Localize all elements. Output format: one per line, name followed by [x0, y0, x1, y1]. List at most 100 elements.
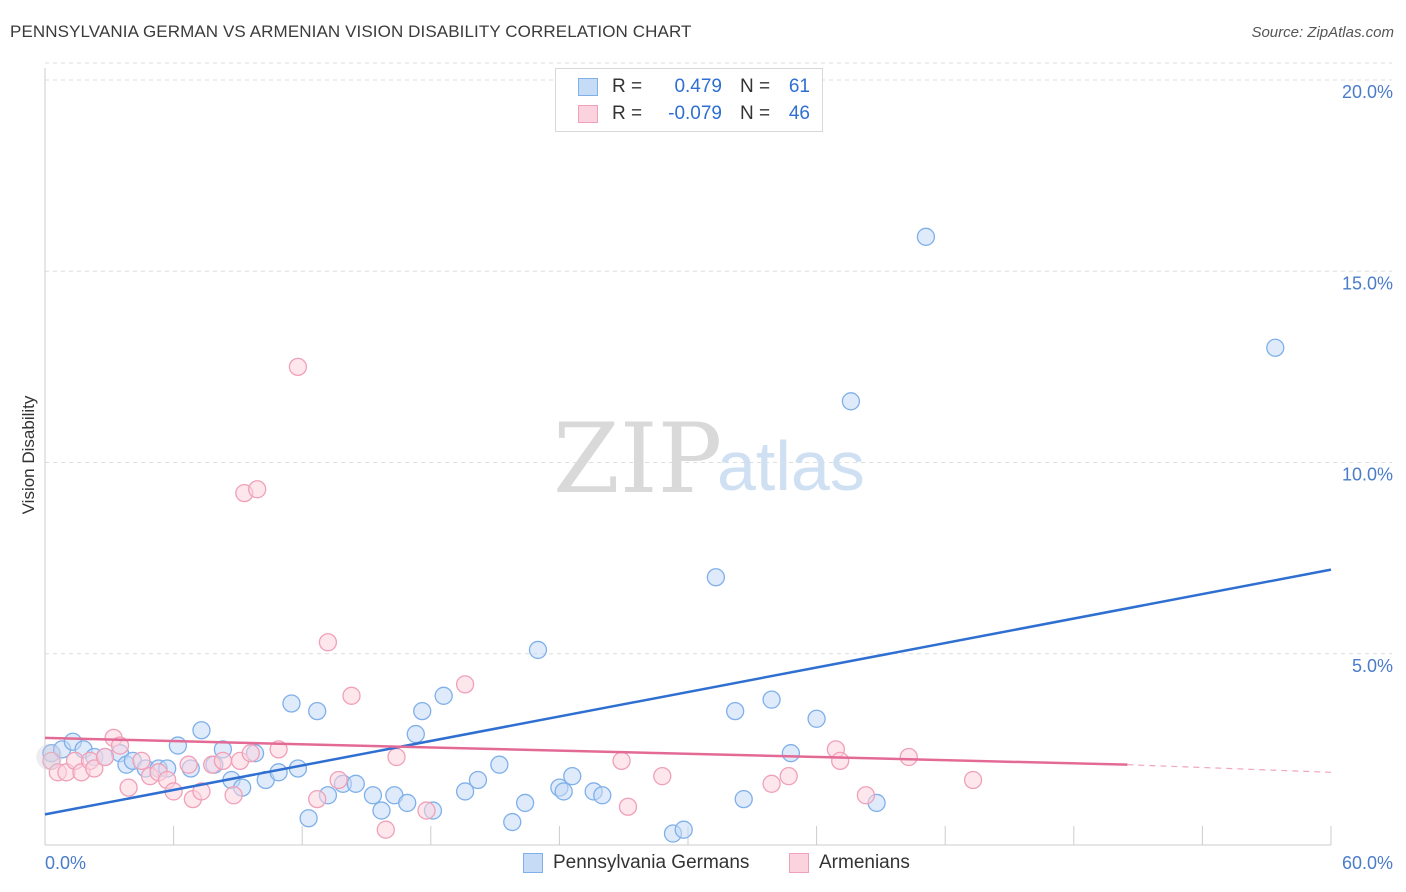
point-armenians [132, 751, 151, 770]
point-pennsylvania-germans [363, 786, 383, 805]
point-pennsylvania-germans [841, 392, 861, 411]
point-pennsylvania-germans [734, 789, 753, 809]
y-tick-label: 15.0% [1342, 273, 1393, 293]
legend-swatch-blue [578, 78, 598, 96]
point-armenians [329, 770, 348, 790]
legend-swatch-pink [789, 853, 809, 873]
stats-legend: R = 0.479 N = 61 R = -0.079 N = 46 [555, 68, 823, 132]
point-armenians [856, 786, 876, 805]
point-armenians [417, 801, 436, 820]
legend-item-pennsylvania-germans[interactable]: Pennsylvania Germans [523, 852, 749, 874]
legend-r-value: -0.079 [668, 103, 722, 124]
point-armenians [342, 686, 361, 705]
x-tick-label: 60.0% [1342, 853, 1393, 873]
point-pennsylvania-germans [346, 774, 365, 793]
point-pennsylvania-germans [554, 782, 573, 801]
y-tick-label: 10.0% [1342, 465, 1393, 485]
trend-line-pennsylvania-germans [44, 568, 1332, 816]
point-armenians [192, 782, 211, 801]
point-armenians [653, 767, 672, 786]
point-pennsylvania-germans [528, 640, 548, 660]
point-armenians [831, 751, 850, 770]
point-pennsylvania-germans [490, 755, 509, 774]
point-armenians [612, 751, 631, 770]
point-pennsylvania-germans [706, 568, 726, 587]
point-pennsylvania-germans [781, 744, 801, 763]
tick-labels: 5.0% 10.0% 15.0% 20.0% 0.0% 60.0% [45, 82, 1393, 873]
x-tick-label: 0.0% [45, 853, 86, 873]
point-armenians [288, 357, 308, 377]
point-armenians [618, 797, 638, 816]
legend-swatch-pink [578, 105, 598, 123]
point-armenians [963, 770, 983, 790]
y-tick-label: 20.0% [1342, 82, 1393, 102]
trend-lines [44, 568, 1332, 816]
watermark-atlas: atlas [717, 427, 865, 505]
point-armenians [376, 820, 395, 839]
point-pennsylvania-germans [282, 694, 301, 713]
point-pennsylvania-germans [168, 736, 188, 755]
point-pennsylvania-germans [674, 820, 693, 839]
point-armenians [85, 759, 104, 778]
point-armenians [213, 751, 233, 770]
point-armenians [762, 774, 781, 793]
legend-n-value: 61 [788, 76, 810, 97]
point-pennsylvania-germans [916, 227, 936, 246]
point-pennsylvania-germans [563, 767, 582, 786]
legend-row-pennsylvania-germans: R = 0.479 N = 61 [578, 75, 810, 99]
legend-item-armenians[interactable]: Armenians [789, 852, 910, 874]
chart-title: PENNSYLVANIA GERMAN VS ARMENIAN VISION D… [10, 22, 692, 41]
point-armenians [241, 744, 260, 763]
source-label: Source: ZipAtlas.com [1251, 24, 1394, 41]
point-pennsylvania-germans [434, 686, 453, 705]
trend-line-armenians-extension [1127, 764, 1332, 773]
point-cluster [36, 744, 63, 771]
point-armenians [119, 778, 138, 797]
trend-line-armenians [44, 736, 1128, 766]
point-armenians [224, 786, 243, 805]
point-pennsylvania-germans [762, 690, 781, 709]
point-pennsylvania-germans [372, 801, 391, 820]
point-pennsylvania-germans [299, 809, 318, 828]
point-pennsylvania-germans [468, 770, 488, 790]
legend-label: Pennsylvania Germans [553, 852, 750, 873]
point-pennsylvania-germans [1266, 338, 1285, 357]
legend-swatch-blue [523, 853, 543, 873]
point-pennsylvania-germans [503, 812, 522, 832]
legend-n-label: N = [740, 76, 771, 97]
grid-lines [45, 62, 1392, 655]
point-armenians [269, 740, 288, 759]
point-pennsylvania-germans [455, 782, 475, 801]
point-armenians [899, 747, 918, 767]
legend-r-label: R = [612, 76, 643, 97]
legend-n-label: N = [740, 103, 771, 124]
point-armenians [387, 747, 406, 767]
point-armenians [248, 480, 267, 499]
point-armenians [455, 675, 475, 694]
data-points [36, 227, 1285, 843]
point-pennsylvania-germans [515, 793, 535, 813]
point-armenians [95, 747, 115, 767]
point-pennsylvania-germans [398, 793, 417, 813]
y-axis-label: Vision Disability [19, 395, 38, 514]
y-tick-label: 5.0% [1352, 656, 1393, 676]
point-pennsylvania-germans [593, 786, 612, 805]
legend-n-value: 46 [788, 103, 810, 124]
point-armenians [779, 767, 798, 786]
point-armenians [110, 736, 130, 755]
legend-row-armenians: R = -0.079 N = 46 [578, 102, 810, 126]
watermark-zip: ZIP [553, 403, 722, 515]
legend-label: Armenians [819, 852, 910, 873]
point-pennsylvania-germans [807, 709, 826, 728]
axes [44, 68, 1332, 846]
legend-r-label: R = [612, 103, 643, 124]
point-pennsylvania-germans [406, 724, 425, 744]
point-pennsylvania-germans [726, 701, 745, 721]
point-pennsylvania-germans [413, 701, 432, 721]
point-armenians [318, 633, 338, 652]
point-armenians [308, 789, 327, 809]
series-legend: Pennsylvania Germans Armenians [0, 852, 1406, 878]
point-pennsylvania-germans [308, 701, 327, 721]
point-armenians [179, 755, 198, 774]
